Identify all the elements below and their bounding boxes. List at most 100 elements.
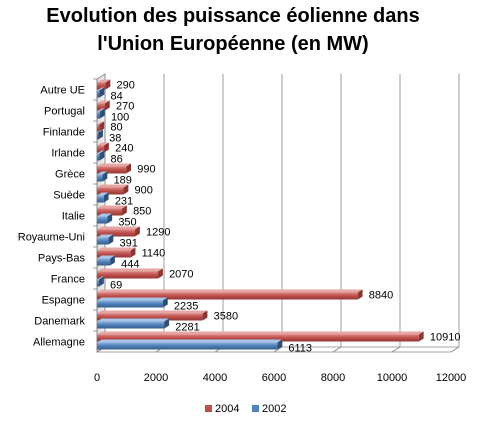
bar-2002-front xyxy=(97,153,100,161)
bar-2002-top xyxy=(97,108,105,112)
bar-2002-front xyxy=(97,111,100,119)
legend-label: 2004 xyxy=(215,403,239,415)
bar-2004-front xyxy=(97,103,105,111)
bar-2004-end xyxy=(126,163,132,174)
bar-2004-end xyxy=(357,289,363,300)
legend: 2004 2002 xyxy=(205,403,286,415)
bar-2004-end xyxy=(135,226,140,237)
category-label: Danemark xyxy=(34,316,85,328)
legend-item-2002: 2002 xyxy=(252,403,286,415)
bar-2002-top xyxy=(97,129,103,133)
category-label: Irlande xyxy=(51,148,85,160)
category-label: Portugal xyxy=(44,106,85,118)
bar-2004 xyxy=(97,163,132,174)
tick-label: 12000 xyxy=(436,372,467,384)
bar-2002 xyxy=(97,171,108,182)
data-label-2004: 1140 xyxy=(142,248,166,260)
category-label: France xyxy=(51,274,85,286)
tick-label: 2000 xyxy=(144,372,168,384)
legend-label: 2002 xyxy=(262,403,286,415)
category-label: Italie xyxy=(62,211,85,223)
bar-2004-front xyxy=(97,187,124,195)
bar-2002-front xyxy=(97,90,100,98)
bar-2004-top xyxy=(97,247,136,251)
data-label-2004: 900 xyxy=(135,185,153,197)
category-label: Finlande xyxy=(43,127,85,139)
tick-label: 4000 xyxy=(203,372,227,384)
bar-2002 xyxy=(97,150,105,161)
data-label-2002: 231 xyxy=(115,196,133,208)
bar-2004 xyxy=(97,205,127,216)
bar-2004 xyxy=(97,310,208,321)
category-label: Grèce xyxy=(55,169,85,181)
bar-2004 xyxy=(97,331,424,342)
bar-2004-top xyxy=(97,310,208,314)
bar-2004 xyxy=(97,184,129,195)
data-label-2004: 3580 xyxy=(214,311,238,323)
data-label-2002: 84 xyxy=(110,91,122,103)
data-label-2004: 80 xyxy=(110,122,122,134)
bar-2002-top xyxy=(97,339,283,343)
data-label-2002: 189 xyxy=(114,175,132,187)
bar-2004 xyxy=(97,289,363,300)
data-label-2002: 38 xyxy=(109,133,121,145)
bar-2002 xyxy=(97,255,115,266)
category-label: Pays-Bas xyxy=(38,253,86,265)
bar-2004-front xyxy=(97,166,127,174)
bar-2002-front xyxy=(97,132,99,140)
data-label-2002: 100 xyxy=(111,112,129,124)
bar-2002 xyxy=(97,87,105,98)
data-label-2002: 2235 xyxy=(174,301,198,313)
data-label-2004: 240 xyxy=(115,143,133,155)
chart-title-line-1: Evolution des puissance éolienne dans xyxy=(46,5,419,27)
bar-2004-top xyxy=(97,184,129,188)
bar-2004-front xyxy=(97,208,123,216)
legend-item-2004: 2004 xyxy=(205,403,239,415)
bar-2002-end xyxy=(99,276,104,287)
gridline-floor-diagonal xyxy=(391,346,401,353)
bar-2004-end xyxy=(122,205,127,216)
bar-2002-top xyxy=(97,276,104,280)
bar-2004 xyxy=(97,100,110,111)
data-label-2002: 444 xyxy=(121,259,139,271)
bar-2004-end xyxy=(123,184,129,195)
tick-label: 0 xyxy=(94,372,100,384)
bar-2002-top xyxy=(97,87,105,91)
bar-2004-top xyxy=(97,163,132,167)
bar-2002-front xyxy=(97,174,103,182)
category-label: Allemagne xyxy=(33,337,85,349)
data-label-2002: 6113 xyxy=(288,343,312,355)
bar-2004 xyxy=(97,79,111,90)
bar-2004-front xyxy=(97,124,100,132)
bar-2002 xyxy=(97,297,168,308)
gridline-floor-diagonal xyxy=(332,346,342,353)
bar-2004-end xyxy=(104,100,110,111)
bar-2002 xyxy=(97,108,105,119)
bar-2004-front xyxy=(97,313,203,321)
bar-2004-top xyxy=(97,79,111,83)
category-label: Royaume-Uni xyxy=(18,232,85,244)
bar-2002-top xyxy=(97,234,114,238)
bar-2002-end xyxy=(162,297,168,308)
bar-2004-front xyxy=(97,229,136,237)
bar-2004-end xyxy=(105,79,111,90)
data-label-2004: 270 xyxy=(116,101,134,113)
bar-2004-end xyxy=(158,268,163,279)
bar-2002 xyxy=(97,192,109,203)
bar-2004-top xyxy=(97,100,110,104)
bar-2004-end xyxy=(99,121,105,132)
bar-2002-end xyxy=(277,339,283,350)
gridline-floor-diagonal xyxy=(273,346,283,353)
data-label-2004: 290 xyxy=(117,80,135,92)
bar-2002-end xyxy=(103,192,109,203)
data-label-2004: 1290 xyxy=(146,227,170,239)
category-label: Autre UE xyxy=(40,85,85,97)
bar-2002-top xyxy=(97,255,115,259)
bar-2004 xyxy=(97,226,140,237)
bar-2002-end xyxy=(102,171,108,182)
tick-label: 10000 xyxy=(377,372,408,384)
bar-2002-front xyxy=(97,300,163,308)
data-label-2002: 350 xyxy=(118,217,136,229)
